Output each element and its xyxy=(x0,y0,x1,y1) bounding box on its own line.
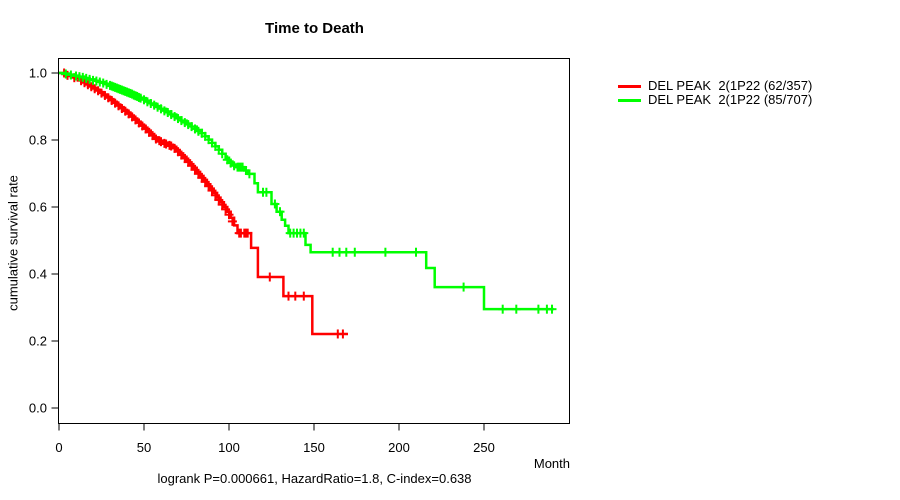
censor-marks-red xyxy=(59,68,348,339)
x-tick-label: 250 xyxy=(473,440,495,455)
y-tick-label: 0.4 xyxy=(29,267,47,282)
legend-line-green-icon xyxy=(618,98,641,102)
y-tick-label: 0.6 xyxy=(29,200,47,215)
legend-line-red-icon xyxy=(618,84,641,88)
legend-entry-green: DEL PEAK 2(1P22 (85/707) xyxy=(618,93,812,107)
legend: DEL PEAK 2(1P22 (62/357) DEL PEAK 2(1P22… xyxy=(618,79,812,107)
stats-annotation: logrank P=0.000661, HazardRatio=1.8, C-i… xyxy=(157,471,472,486)
x-tick-label: 150 xyxy=(303,440,325,455)
y-tick-label: 0.2 xyxy=(29,334,47,349)
chart-title: Time to Death xyxy=(265,20,364,37)
x-axis-label: Month xyxy=(533,456,570,471)
censor-marks-green xyxy=(61,69,557,314)
x-tick-label: 50 xyxy=(137,440,151,455)
y-tick-label: 0.0 xyxy=(29,401,47,416)
y-tick-label: 1.0 xyxy=(29,66,47,81)
y-tick-label: 0.8 xyxy=(29,133,47,148)
legend-entry-red: DEL PEAK 2(1P22 (62/357) xyxy=(618,79,812,93)
legend-label-red: DEL PEAK 2(1P22 (62/357) xyxy=(648,78,813,93)
survival-curve-green xyxy=(59,71,554,311)
x-tick-label: 100 xyxy=(218,440,240,455)
plot-box xyxy=(58,58,570,424)
legend-label-green: DEL PEAK 2(1P22 (85/707) xyxy=(648,92,813,107)
x-tick-label: 0 xyxy=(55,440,62,455)
x-tick-label: 200 xyxy=(388,440,410,455)
